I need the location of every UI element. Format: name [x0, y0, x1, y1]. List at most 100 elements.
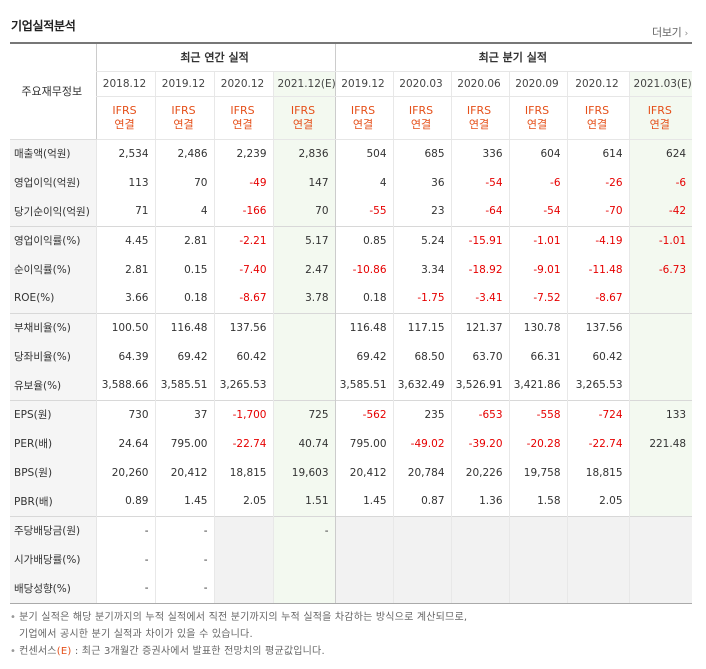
- table-cell: -: [95, 515, 155, 545]
- table-cell: 3.34: [392, 255, 452, 284]
- table-cell: -22.74: [213, 429, 273, 458]
- table-cell-empty: [566, 574, 630, 604]
- standard-ifrs: IFRS: [466, 103, 492, 117]
- table-cell-empty: [450, 545, 510, 574]
- table-row: ROE(%) 3.66 0.18 -8.67 3.78 0.18 -1.75 -3.41 -7.…: [10, 284, 693, 313]
- table-cell: 18,815: [566, 458, 630, 487]
- standard-consolidated: 연결: [410, 117, 432, 131]
- standard-consolidated: 연결: [468, 117, 490, 131]
- table-row: 주당배당금(원) - - -: [10, 515, 693, 545]
- table-cell: 20,412: [154, 458, 214, 487]
- bullet-icon: •: [10, 612, 17, 623]
- table-cell: -18.92: [450, 255, 510, 284]
- standard-consolidated: 연결: [526, 117, 548, 131]
- table-cell: 37: [154, 399, 214, 429]
- period-header: 2018.12: [95, 71, 155, 97]
- table-cell: 36: [392, 168, 452, 197]
- table-cell: [628, 458, 693, 487]
- table-cell: -55: [334, 197, 394, 226]
- table-cell: 116.48: [334, 312, 394, 342]
- standard-consolidated: 연결: [352, 117, 374, 131]
- table-cell: -653: [450, 399, 510, 429]
- period-header: 2020.03: [392, 71, 452, 97]
- row-label: 주당배당금(원): [10, 515, 97, 545]
- table-row: 유보율(%) 3,588.66 3,585.51 3,265.53 3,585.51 3,…: [10, 371, 693, 400]
- table-cell: 20,226: [450, 458, 510, 487]
- table-cell: -1.01: [508, 225, 568, 255]
- table-cell: -15.91: [450, 225, 510, 255]
- table-cell: -2.21: [213, 225, 273, 255]
- row-label: 당기순이익(억원): [10, 197, 97, 226]
- note-line-1: 분기 실적은 해당 분기까지의 누적 실적에서 직전 분기까지의 누적 실적을 …: [19, 612, 468, 623]
- table-cell: -: [154, 574, 214, 604]
- table-cell: 116.48: [154, 312, 214, 342]
- row-label: 부채비율(%): [10, 312, 97, 342]
- table-cell: -10.86: [334, 255, 394, 284]
- table-cell: 2.05: [566, 487, 630, 516]
- table-cell: -6: [628, 168, 693, 197]
- more-link[interactable]: 더보기 ›: [652, 24, 688, 40]
- table-cell: 2.81: [154, 225, 214, 255]
- standard-consolidated: 연결: [232, 117, 253, 131]
- table-cell: 1.45: [334, 487, 394, 516]
- table-cell: 730: [95, 399, 155, 429]
- table-row: 당좌비율(%) 64.39 69.42 60.42 69.42 68.50 63.70 66.…: [10, 342, 693, 371]
- table-cell-empty: [213, 515, 273, 545]
- standard-ifrs: IFRS: [584, 103, 610, 117]
- accounting-standard: IFRS 연결: [450, 96, 510, 140]
- standard-ifrs: IFRS: [408, 103, 434, 117]
- table-cell: 3,588.66: [95, 371, 155, 400]
- table-cell-empty: [628, 545, 693, 574]
- table-cell-empty: [508, 545, 568, 574]
- table-cell: -54: [450, 168, 510, 197]
- table-cell-empty: [392, 574, 452, 604]
- row-label: 배당성향(%): [10, 574, 97, 604]
- table-cell: 19,603: [272, 458, 336, 487]
- accounting-standard: IFRS 연결: [272, 96, 336, 140]
- period-header: 2020.12: [213, 71, 273, 97]
- table-row: 영업이익률(%) 4.45 2.81 -2.21 5.17 0.85 5.24 -15.91-…: [10, 225, 693, 255]
- table-row: 매출액(억원) 2,534 2,486 2,239 2,836 504 685 336 604 6…: [10, 139, 693, 168]
- standard-consolidated: 연결: [586, 117, 608, 131]
- table-cell: 5.17: [272, 225, 336, 255]
- table-cell-empty: [334, 515, 394, 545]
- table-cell: 64.39: [95, 342, 155, 371]
- table-cell: 3,265.53: [566, 371, 630, 400]
- table-cell: [272, 312, 336, 342]
- table-cell: 0.18: [154, 284, 214, 313]
- table-row: BPS(원) 20,260 20,412 18,815 19,603 20,412 20,7…: [10, 458, 693, 487]
- table-cell: -7.52: [508, 284, 568, 313]
- table-cell: 3,265.53: [213, 371, 273, 400]
- standard-ifrs: IFRS: [350, 103, 376, 117]
- table-row: PBR(배) 0.89 1.45 2.05 1.51 1.45 0.87 1.36 1.58 2.…: [10, 487, 693, 516]
- table-cell-empty: [334, 545, 394, 574]
- table-cell-empty: [213, 574, 273, 604]
- table-cell: 4: [154, 197, 214, 226]
- standard-ifrs: IFRS: [524, 103, 550, 117]
- period-header: 2019.12: [154, 71, 214, 97]
- table-cell-empty: [508, 515, 568, 545]
- table-cell: -9.01: [508, 255, 568, 284]
- table-cell: 1.51: [272, 487, 336, 516]
- table-cell: 137.56: [213, 312, 273, 342]
- table-cell-empty: [450, 515, 510, 545]
- table-cell: 3,526.91: [450, 371, 510, 400]
- accounting-standard: IFRS 연결: [334, 96, 394, 140]
- table-cell: [628, 342, 693, 371]
- group-header-quarterly: 최근 분기 실적: [334, 42, 693, 72]
- note-consensus-mark: (E): [56, 646, 72, 657]
- accounting-standard: IFRS 연결: [95, 96, 155, 140]
- table-cell: 5.24: [392, 225, 452, 255]
- table-cell: -562: [334, 399, 394, 429]
- table-cell: -7.40: [213, 255, 273, 284]
- table-cell: -39.20: [450, 429, 510, 458]
- table-cell: [272, 342, 336, 371]
- table-cell: 68.50: [392, 342, 452, 371]
- table-cell: -26: [566, 168, 630, 197]
- accounting-standard: IFRS 연결: [213, 96, 273, 140]
- table-cell: -1,700: [213, 399, 273, 429]
- row-label: EPS(원): [10, 399, 97, 429]
- row-label: BPS(원): [10, 458, 97, 487]
- period-header: 2021.03(E): [628, 71, 693, 97]
- bullet-icon: •: [10, 646, 17, 657]
